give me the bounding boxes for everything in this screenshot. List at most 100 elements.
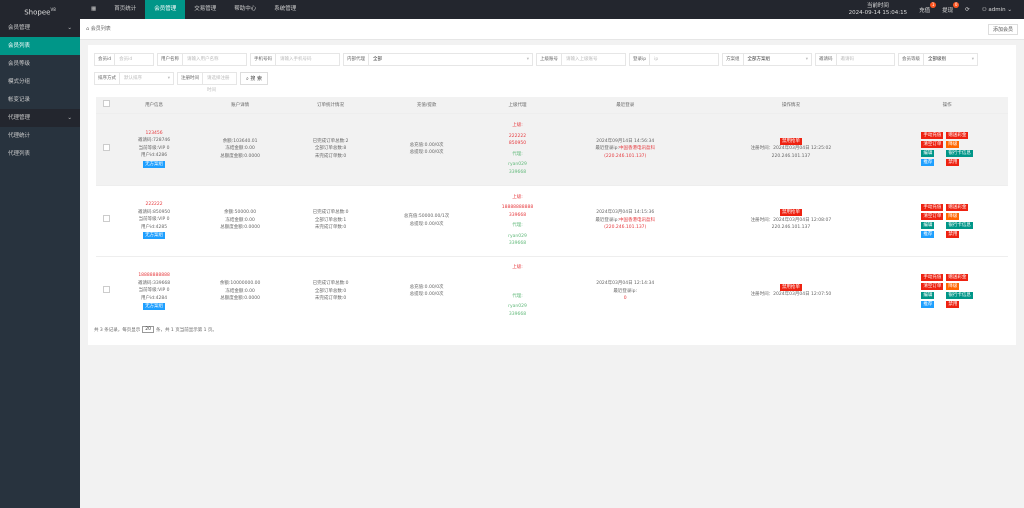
status-badge[interactable]: 禁用抢单 xyxy=(779,137,802,145)
action-button[interactable]: 禁用 xyxy=(946,230,960,238)
filter-field[interactable]: 方案组 全部方案组 ▾ xyxy=(722,53,812,66)
nav-item[interactable]: 首页统计 xyxy=(114,6,137,12)
recharge-link[interactable]: 充值 1 xyxy=(919,1,937,14)
sidebar-item[interactable]: 会员等级 xyxy=(0,55,80,73)
cell-text: 总充值:50000.00/1次 xyxy=(403,214,450,219)
action-button[interactable]: 降级 xyxy=(946,141,960,148)
action-button[interactable]: 降级 xyxy=(946,283,960,291)
filter-input[interactable]: 请输入用户名称 xyxy=(187,57,219,62)
sidebar: 会员管理 ⌄ 会员列表 会员等级 模式分组帐变记录代理管理 ⌄ 代理统计代理列表 xyxy=(0,19,80,508)
nav-item[interactable]: 系统管理 xyxy=(274,6,297,12)
nav-item[interactable]: 交易管理 xyxy=(194,6,217,12)
nav-item[interactable]: 会员管理 xyxy=(145,0,186,19)
sidebar-item[interactable]: 代理统计 xyxy=(0,127,80,145)
table-row: 123456 邀请码:728746 当前等级:VIP 0 用户id:4286 无方案组 … xyxy=(96,112,1008,185)
filter-input[interactable]: 请输入上级账号 xyxy=(566,57,598,62)
withdraw-link[interactable]: 提现 0 xyxy=(942,1,960,14)
filter-field[interactable]: 会员id 会员id xyxy=(94,53,154,66)
action-button[interactable]: 禁用 xyxy=(946,159,960,166)
cell-text: 中国香港电讯盈科 xyxy=(619,217,656,223)
filter-label: 排序方式 xyxy=(95,73,120,84)
refresh-icon[interactable]: ⟳ xyxy=(965,6,970,13)
row-checkbox[interactable] xyxy=(102,143,110,151)
action-button[interactable]: 手动充值 xyxy=(921,274,944,282)
status-badge[interactable]: 禁用抢单 xyxy=(779,283,802,291)
action-button[interactable]: 银行卡信息 xyxy=(946,221,973,229)
action-button[interactable]: 编辑 xyxy=(921,221,935,229)
action-button[interactable]: 银行卡信息 xyxy=(946,292,973,300)
filter-label: 上级账号 xyxy=(537,54,562,65)
sidebar-item[interactable]: 会员管理 ⌄ xyxy=(0,19,80,37)
sidebar-item[interactable]: 模式分组 xyxy=(0,73,80,91)
chevron-down-icon: ▾ xyxy=(805,57,808,62)
cell-text: 18888888888 xyxy=(138,273,170,278)
status-badge[interactable]: 禁用抢单 xyxy=(779,209,802,217)
filter-input[interactable]: ip xyxy=(654,57,659,62)
action-button[interactable]: 手动充值 xyxy=(921,132,944,139)
action-button[interactable]: 编辑 xyxy=(921,150,935,157)
filter-field[interactable]: 邀请码 邀请码 xyxy=(815,53,895,66)
filter-field[interactable]: 用户名称 请输入用户名称 xyxy=(157,53,247,66)
filter-field[interactable]: 手机号码 请输入手机号码 xyxy=(250,53,340,66)
action-button[interactable]: 编辑 xyxy=(921,292,935,300)
sidebar-item-label: 帐变记录 xyxy=(8,97,31,103)
user-menu[interactable]: ⚇ admin ⌄ xyxy=(981,6,1012,13)
filter-input[interactable]: 默认排序 xyxy=(124,76,142,81)
select-all-checkbox[interactable] xyxy=(102,100,110,108)
cell-text: 123456 xyxy=(145,130,163,136)
action-button[interactable]: 赠送彩金 xyxy=(946,203,969,211)
filter-input[interactable]: 全部方案组 xyxy=(747,57,771,62)
filter-input[interactable]: 请输入手机号码 xyxy=(280,57,312,62)
cell-text: 未完成订单数:0 xyxy=(314,225,347,231)
action-button[interactable]: 清空订单 xyxy=(921,212,944,220)
cell-text: 邀请码:728746 xyxy=(137,138,171,144)
filter-input[interactable]: 全部级别 xyxy=(928,57,946,62)
sidebar-item[interactable]: 代理列表 xyxy=(0,145,80,163)
filter-field[interactable]: 会员等级 全部级别 ▾ xyxy=(898,53,978,66)
filter-input[interactable]: 会员id xyxy=(119,57,133,62)
cell-text: 余额:50000.00 xyxy=(224,210,257,216)
filter-input[interactable]: 全部 xyxy=(373,57,382,62)
member-list-card: 会员id 会员id 用户名称 请输入用户名称 手机号码 请输入手机号码 内部代理 全部 ▾ 上级账… xyxy=(88,45,1016,345)
filter-field[interactable]: 登录ip ip xyxy=(629,53,719,66)
action-button[interactable]: 推荐 xyxy=(921,159,935,166)
cell-text: 邀请码:339668 xyxy=(137,280,171,286)
filter-field[interactable]: 上级账号 请输入上级账号 xyxy=(536,53,626,66)
action-button[interactable]: 赠送彩金 xyxy=(946,274,969,282)
filter-field[interactable]: 注册时间 请选择注册时间 xyxy=(177,72,237,93)
nav-item[interactable]: 帮助中心 xyxy=(234,6,257,12)
search-button[interactable]: ⌕ 搜 索 xyxy=(240,72,268,85)
action-button[interactable]: 推荐 xyxy=(921,301,935,309)
cell-text: (220.246.101.137) xyxy=(604,153,647,159)
row-checkbox[interactable] xyxy=(102,286,110,293)
filter-input[interactable]: 邀请码 xyxy=(840,57,855,62)
filter-input[interactable]: 请选择注册时间 xyxy=(207,76,230,93)
action-button[interactable]: 手动充值 xyxy=(921,203,944,211)
cell-text: 用户id:4285 xyxy=(141,224,168,230)
chevron-down-icon: ⌄ xyxy=(67,25,72,31)
cell-text: 最近登录ip: xyxy=(613,288,638,294)
action-button[interactable]: 清空订单 xyxy=(921,283,944,291)
action-button[interactable]: 禁用 xyxy=(946,301,960,309)
filter-field[interactable]: 内部代理 全部 ▾ xyxy=(343,53,533,66)
cell-text: 339668 xyxy=(508,169,527,175)
sidebar-item[interactable]: 会员列表 xyxy=(0,37,80,55)
nav-item[interactable]: ▦ xyxy=(91,6,97,12)
add-member-button[interactable]: 添加会员 xyxy=(987,24,1018,35)
sidebar-item[interactable]: 帐变记录 xyxy=(0,91,80,109)
action-button[interactable]: 推荐 xyxy=(921,230,935,238)
sidebar-item-label: 代理统计 xyxy=(8,133,31,139)
action-button[interactable]: 降级 xyxy=(946,212,960,220)
cell-text: 注册时间：2024年03月04日 12:25:02 xyxy=(750,146,832,152)
page-size-select[interactable]: 20 xyxy=(142,326,154,333)
action-button[interactable]: 清空订单 xyxy=(921,141,944,148)
action-button[interactable]: 赠送彩金 xyxy=(946,132,969,139)
filter-form: 会员id 会员id 用户名称 请输入用户名称 手机号码 请输入手机号码 内部代理 全部 ▾ 上级账… xyxy=(94,53,1014,93)
chevron-down-icon: ▾ xyxy=(971,57,974,62)
cell-text: 上级: xyxy=(512,123,523,128)
member-table: 用户信息 账户详情 订单统计情况 充值/提款 上级代理 最近登录 操作情况 操作 123456… xyxy=(96,97,1008,326)
row-checkbox[interactable] xyxy=(102,215,110,223)
sidebar-item[interactable]: 代理管理 ⌄ xyxy=(0,109,80,127)
filter-field[interactable]: 排序方式 默认排序 ▾ xyxy=(94,72,174,85)
action-button[interactable]: 银行卡信息 xyxy=(946,150,973,157)
